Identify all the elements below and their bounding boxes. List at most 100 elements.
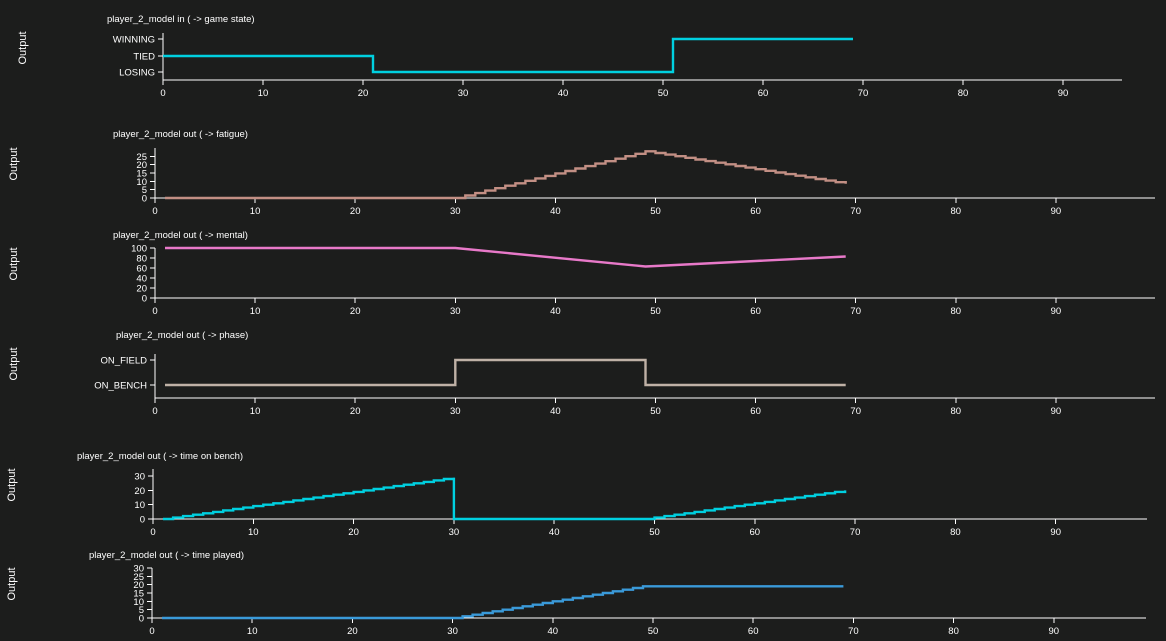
y-tick-label: 10 <box>136 177 147 188</box>
x-tick-label: 10 <box>247 626 258 637</box>
x-tick-label: 0 <box>150 527 155 538</box>
x-tick-label: 60 <box>750 406 761 417</box>
x-tick-label: 90 <box>1049 626 1060 637</box>
x-tick-label: 70 <box>858 88 869 99</box>
x-tick-label: 40 <box>550 306 561 317</box>
series-line <box>165 150 847 200</box>
y-tick-label: ON_BENCH <box>94 381 147 392</box>
x-tick-label: 60 <box>748 626 759 637</box>
x-tick-label: 0 <box>152 306 157 317</box>
x-tick-label: 10 <box>250 206 261 217</box>
x-tick-label: 20 <box>358 88 369 99</box>
x-tick-label: 90 <box>1051 206 1062 217</box>
x-tick-label: 90 <box>1051 306 1062 317</box>
y-tick-label: 10 <box>134 500 145 511</box>
y-tick-label: 30 <box>134 472 145 483</box>
y-axis-label: Output <box>6 567 18 600</box>
chart-0: player_2_model in ( -> game state) Outpu… <box>17 14 1122 99</box>
x-tick-label: 10 <box>250 306 261 317</box>
y-tick-label: 30 <box>133 564 144 575</box>
y-tick-label: 0 <box>142 294 147 305</box>
y-axis-label: Output <box>8 347 20 380</box>
x-tick-label: 90 <box>1050 527 1061 538</box>
y-axis-label: Output <box>8 147 20 180</box>
series-line <box>165 246 846 268</box>
chart-2: player_2_model out ( -> mental) Output 0… <box>8 230 1155 317</box>
y-tick-label: 15 <box>136 169 147 180</box>
x-tick-label: 80 <box>951 206 962 217</box>
x-tick-label: 60 <box>750 527 761 538</box>
y-tick-label: 15 <box>133 589 144 600</box>
chart-title: player_2_model out ( -> mental) <box>113 230 248 241</box>
x-tick-label: 80 <box>951 306 962 317</box>
x-tick-label: 30 <box>447 626 458 637</box>
x-tick-label: 30 <box>449 527 460 538</box>
y-tick-label: 10 <box>133 597 144 608</box>
x-tick-label: 30 <box>450 406 461 417</box>
x-tick-label: 50 <box>648 626 659 637</box>
y-tick-label: 25 <box>136 152 147 163</box>
x-tick-label: 0 <box>152 406 157 417</box>
y-tick-label: 0 <box>139 614 144 625</box>
series-line <box>162 585 844 620</box>
x-tick-label: 50 <box>658 88 669 99</box>
y-tick-label: 100 <box>131 244 147 255</box>
y-axis-label: Output <box>8 247 20 280</box>
x-tick-label: 50 <box>649 527 660 538</box>
x-tick-label: 70 <box>850 306 861 317</box>
y-axis-label: Output <box>6 468 18 501</box>
y-tick-label: 5 <box>142 185 147 196</box>
y-tick-label: LOSING <box>119 68 155 79</box>
x-tick-label: 30 <box>450 306 461 317</box>
x-tick-label: 80 <box>950 527 961 538</box>
x-tick-label: 80 <box>951 406 962 417</box>
chart-title: player_2_model out ( -> phase) <box>116 330 248 341</box>
x-tick-label: 20 <box>350 306 361 317</box>
chart-5: player_2_model out ( -> time played) Out… <box>6 550 1146 637</box>
y-tick-label: 0 <box>140 515 145 526</box>
y-tick-label: 20 <box>133 580 144 591</box>
chart-title: player_2_model in ( -> game state) <box>107 14 255 25</box>
x-tick-label: 60 <box>750 206 761 217</box>
x-tick-label: 60 <box>750 306 761 317</box>
chart-title: player_2_model out ( -> fatigue) <box>113 129 248 140</box>
y-tick-label: 80 <box>136 254 147 265</box>
y-tick-label: 20 <box>136 284 147 295</box>
x-tick-label: 40 <box>548 626 559 637</box>
x-tick-label: 40 <box>549 527 560 538</box>
x-tick-label: 30 <box>450 206 461 217</box>
x-tick-label: 70 <box>850 527 861 538</box>
x-tick-label: 40 <box>550 206 561 217</box>
x-tick-label: 90 <box>1058 88 1069 99</box>
x-tick-label: 10 <box>258 88 269 99</box>
x-tick-label: 30 <box>458 88 469 99</box>
x-tick-label: 90 <box>1051 406 1062 417</box>
x-tick-label: 40 <box>558 88 569 99</box>
series-line <box>163 477 847 521</box>
chart-title: player_2_model out ( -> time on bench) <box>77 451 243 462</box>
y-tick-label: WINNING <box>113 35 155 46</box>
y-tick-label: 0 <box>142 194 147 205</box>
y-tick-label: ON_FIELD <box>101 356 148 367</box>
x-tick-label: 70 <box>850 206 861 217</box>
x-tick-label: 0 <box>152 206 157 217</box>
x-tick-label: 20 <box>347 626 358 637</box>
x-tick-label: 20 <box>350 206 361 217</box>
chart-title: player_2_model out ( -> time played) <box>89 550 244 561</box>
x-tick-label: 20 <box>348 527 359 538</box>
x-tick-label: 10 <box>250 406 261 417</box>
y-tick-label: 20 <box>136 160 147 171</box>
x-tick-label: 40 <box>550 406 561 417</box>
x-tick-label: 80 <box>958 88 969 99</box>
x-tick-label: 70 <box>848 626 859 637</box>
y-tick-label: 5 <box>139 605 144 616</box>
x-tick-label: 70 <box>850 406 861 417</box>
y-axis-label: Output <box>17 31 29 64</box>
series-line <box>163 37 853 74</box>
x-tick-label: 60 <box>758 88 769 99</box>
x-tick-label: 0 <box>149 626 154 637</box>
x-tick-label: 0 <box>160 88 165 99</box>
x-tick-label: 80 <box>948 626 959 637</box>
chart-4: player_2_model out ( -> time on bench) O… <box>6 451 1147 538</box>
